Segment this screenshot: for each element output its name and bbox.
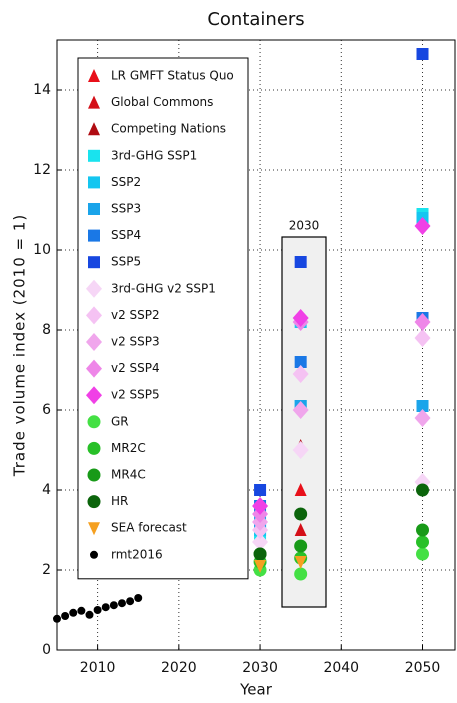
data-point (93, 606, 102, 614)
legend-label: v2 SSP3 (111, 335, 160, 349)
data-point (414, 217, 431, 235)
data-point (416, 535, 430, 549)
data-point (292, 309, 309, 327)
data-point (416, 523, 430, 537)
legend-marker (87, 468, 101, 482)
legend-label: LR GMFT Status Quo (111, 69, 234, 83)
legend-label: v2 SSP4 (111, 361, 160, 375)
legend-label: SSP2 (111, 175, 141, 189)
plot-frame (56, 39, 456, 651)
x-axis-label: Year (239, 681, 273, 699)
legend-label: rmt2016 (111, 547, 163, 561)
data-point (294, 483, 307, 496)
legend-marker (87, 495, 101, 509)
data-point (254, 560, 267, 573)
x-tick-label: 2040 (323, 660, 359, 676)
legend-marker (88, 229, 100, 242)
legend-marker (86, 359, 102, 378)
data-point (77, 606, 86, 615)
y-tick-label: 4 (42, 482, 51, 498)
legend-marker (86, 279, 102, 298)
data-point (294, 556, 307, 569)
data-point (294, 256, 307, 268)
y-tick-label: 6 (42, 402, 51, 418)
data-point (294, 567, 308, 581)
data-point (126, 597, 135, 606)
legend-label: Global Commons (111, 95, 213, 109)
data-point (294, 539, 308, 553)
legend-marker (88, 122, 100, 136)
legend-label: v2 SSP5 (111, 388, 160, 402)
y-tick-label: 8 (42, 322, 51, 338)
legend-marker (87, 441, 101, 455)
legend-label: SSP4 (111, 228, 141, 242)
annotation: 2030 (289, 219, 320, 233)
data-point (292, 441, 309, 459)
data-point (294, 523, 307, 536)
legend-marker (90, 550, 98, 559)
y-tick-label: 14 (33, 82, 51, 98)
data-point (294, 507, 308, 521)
data-point (414, 313, 431, 331)
data-point (414, 409, 431, 427)
x-tick-label: 2030 (242, 660, 278, 676)
data-point (85, 610, 94, 619)
data-point (61, 612, 70, 620)
legend-label: Competing Nations (111, 122, 226, 136)
data-point (53, 614, 61, 623)
data-point (414, 329, 431, 347)
data-point (101, 603, 110, 612)
y-tick-label: 12 (33, 162, 51, 178)
legend-marker (86, 386, 102, 405)
data-point (253, 547, 267, 561)
legend-marker (87, 415, 101, 429)
data-point (252, 497, 269, 515)
data-point (292, 401, 309, 419)
y-tick-label: 10 (33, 242, 51, 258)
data-point (416, 400, 429, 412)
x-tick-label: 2020 (161, 660, 197, 676)
legend-label: SEA forecast (111, 521, 187, 535)
legend-label: 3rd-GHG v2 SSP1 (111, 281, 216, 295)
legend-label: MR2C (111, 441, 146, 455)
legend-marker (88, 69, 100, 82)
legend-marker (88, 522, 100, 536)
y-axis-label: Trade volume index (2010 = 1) (11, 214, 29, 478)
chart-title: Containers (207, 9, 304, 30)
data-point (416, 483, 430, 497)
data-point (109, 601, 118, 610)
legend-marker (88, 256, 100, 269)
legend-label: HR (111, 494, 128, 508)
legend-label: 3rd-GHG SSP1 (111, 148, 197, 162)
legend-label: MR4C (111, 468, 146, 482)
data-point (294, 356, 307, 368)
legend-label: SSP5 (111, 255, 141, 269)
y-tick-label: 0 (42, 642, 51, 658)
legend-marker (88, 149, 100, 162)
legend-label: v2 SSP2 (111, 308, 160, 322)
data-point (252, 533, 269, 551)
legend-marker (86, 333, 102, 351)
x-tick-label: 2050 (405, 660, 441, 676)
legend-marker (88, 95, 100, 109)
data-point (69, 608, 78, 617)
legend-label: SSP3 (111, 202, 141, 216)
data-point (416, 48, 429, 60)
legend-box (77, 57, 249, 580)
legend-marker (88, 203, 100, 215)
data-point (117, 599, 126, 608)
data-point (416, 547, 430, 561)
data-point (292, 365, 309, 383)
x-tick-label: 2010 (80, 660, 116, 676)
legend-label: GR (111, 414, 129, 428)
data-point (134, 594, 143, 602)
data-point (254, 484, 267, 496)
legend-marker (88, 176, 100, 189)
y-tick-label: 2 (42, 562, 51, 578)
legend-marker (86, 306, 102, 325)
